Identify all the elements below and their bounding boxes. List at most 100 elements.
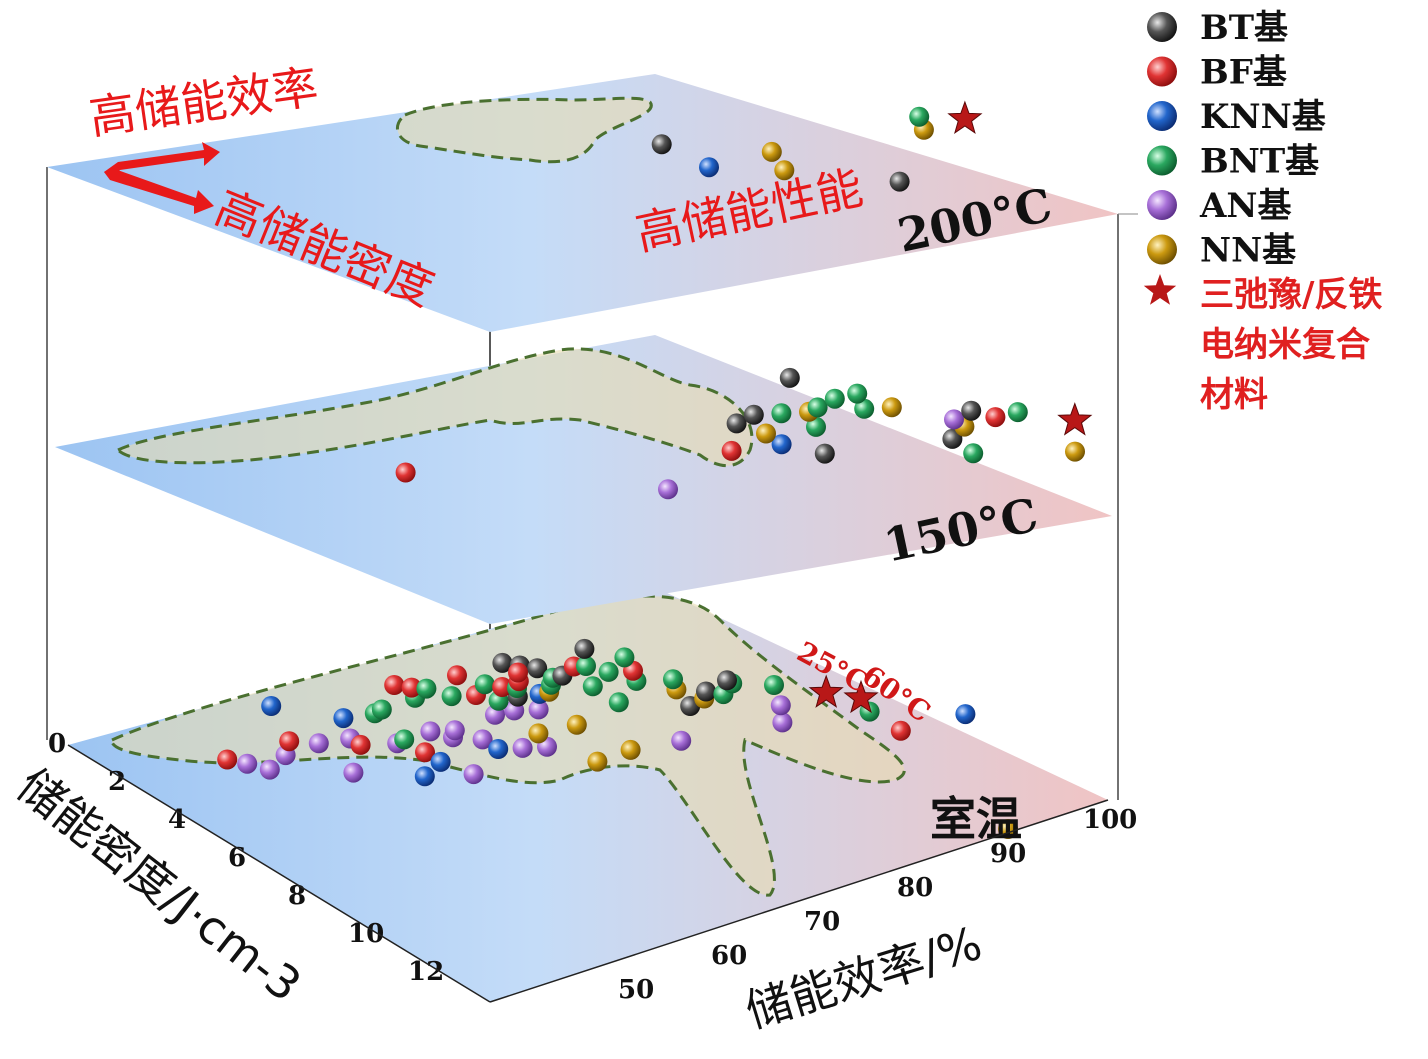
- data-point-bf: [492, 677, 513, 697]
- data-point-bnt: [764, 675, 784, 695]
- data-point-knn: [430, 751, 451, 772]
- data-point-bf: [508, 662, 528, 683]
- layer-200c: 200°C: [47, 74, 1118, 332]
- data-point-an: [343, 762, 364, 783]
- star-point: [843, 679, 879, 714]
- data-point-bnt: [394, 729, 415, 750]
- data-point-bnt: [807, 397, 828, 418]
- data-point-knn: [333, 708, 354, 729]
- region-200c: [395, 96, 653, 164]
- data-point-bnt: [771, 403, 792, 424]
- points-200c: [651, 100, 983, 192]
- efficiency-tick: 60: [711, 941, 747, 971]
- data-point-an: [770, 695, 791, 716]
- data-point-bnt: [854, 398, 875, 419]
- data-point-nn: [1065, 441, 1085, 462]
- data-point-bf: [217, 749, 238, 770]
- data-point-nn: [566, 714, 587, 735]
- legend-label-bf: BF基: [1200, 53, 1287, 93]
- data-point-bnt: [576, 656, 596, 676]
- data-point-bt: [574, 638, 595, 659]
- efficiency-tick: 70: [804, 907, 840, 937]
- plane-150c: [55, 335, 1112, 624]
- layer-150c: 150°C: [55, 335, 1112, 624]
- data-point-knn: [699, 157, 719, 178]
- data-point-bnt: [663, 669, 683, 690]
- data-point-bnt: [416, 678, 437, 699]
- star-point: [947, 100, 983, 134]
- efficiency-tick: 50: [618, 975, 654, 1005]
- data-point-bf: [350, 734, 371, 755]
- data-point-bnt: [847, 383, 868, 404]
- data-point-bnt: [824, 388, 845, 409]
- legend-marker-star: [1143, 274, 1177, 305]
- data-point-an: [420, 721, 441, 742]
- data-point-bf: [721, 440, 742, 461]
- points-150c: [395, 367, 1093, 500]
- efficiency-axis-line: [489, 799, 1109, 1003]
- arrow-efficiency: [104, 142, 220, 178]
- legend-marker-bt: [1147, 12, 1177, 42]
- efficiency-tick: 80: [897, 873, 933, 903]
- data-point-bf: [279, 731, 300, 752]
- points-room-temperature: [217, 638, 1018, 839]
- data-point-an: [658, 479, 678, 500]
- data-point-nn: [881, 397, 902, 418]
- data-point-bnt: [608, 692, 629, 713]
- data-point-bf: [384, 675, 405, 695]
- data-point-an: [259, 759, 280, 780]
- data-point-bnt: [371, 699, 392, 720]
- data-point-an: [463, 764, 484, 785]
- data-point-an: [671, 730, 692, 751]
- region-150c: [115, 347, 754, 468]
- data-point-bnt: [441, 686, 462, 707]
- arrow-density: [104, 168, 214, 214]
- data-point-bt: [726, 413, 747, 434]
- data-point-knn: [771, 434, 792, 455]
- legend-marker-bf: [1147, 56, 1177, 87]
- density-tick: 12: [408, 957, 444, 987]
- data-point-bt: [942, 428, 963, 449]
- density-tick: 8: [288, 881, 306, 911]
- data-point-bf: [985, 407, 1006, 428]
- data-point-bf: [395, 462, 416, 483]
- legend-label-bnt: BNT基: [1200, 142, 1319, 182]
- data-point-bnt: [1007, 402, 1028, 423]
- data-point-knn: [414, 766, 435, 787]
- legend-marker-bnt: [1147, 145, 1177, 176]
- legend-label-an: AN基: [1199, 186, 1291, 226]
- legend-label-nn: NN基: [1200, 231, 1296, 271]
- data-point-bt: [651, 134, 672, 155]
- data-point-bt: [814, 443, 835, 464]
- data-point-bnt: [909, 106, 930, 127]
- data-point-bnt: [806, 416, 826, 437]
- data-point-bnt: [598, 661, 619, 682]
- data-point-bt: [492, 652, 513, 673]
- data-point-knn: [955, 704, 976, 725]
- data-point-bf: [447, 665, 467, 686]
- data-point-nn: [620, 739, 641, 760]
- legend-marker-nn: [1147, 234, 1177, 265]
- density-tick: 0: [48, 729, 66, 759]
- data-point-bt: [743, 404, 764, 425]
- temp-label-rt: 室温: [930, 792, 1022, 846]
- data-point-bf: [890, 720, 911, 741]
- data-point-an: [944, 409, 964, 430]
- data-point-bf: [415, 742, 435, 763]
- efficiency-tick: 100: [1083, 805, 1137, 835]
- efficiency-ticks: 50 60 70 80 90 100: [618, 805, 1137, 1005]
- legend-label-star: 电纳米复合: [1200, 325, 1370, 365]
- data-point-nn: [756, 423, 776, 444]
- data-point-nn: [761, 141, 782, 162]
- data-point-bt: [527, 658, 548, 679]
- data-point-an: [528, 699, 549, 720]
- data-point-bnt: [474, 674, 495, 695]
- density-axis-line: [67, 744, 491, 1003]
- data-point-nn: [774, 160, 795, 181]
- legend-label-bt: BT基: [1200, 8, 1288, 48]
- data-point-an: [772, 712, 793, 733]
- density-tick: 4: [168, 805, 186, 835]
